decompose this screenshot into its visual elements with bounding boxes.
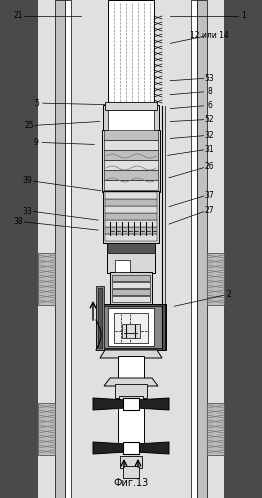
Text: 32: 32 (205, 131, 214, 140)
Bar (38, 0, 224, 498)
Bar (100, 306, 162, 348)
Bar (114, 313, 148, 343)
Bar (112, 289, 150, 295)
Bar (38, 253, 55, 305)
Text: 21: 21 (14, 11, 23, 20)
Bar (105, 192, 157, 199)
Bar (107, 243, 155, 253)
Text: 12 или 14: 12 или 14 (190, 31, 229, 40)
Bar (197, 0, 207, 498)
Bar (105, 199, 157, 206)
Text: 1: 1 (241, 11, 246, 20)
Polygon shape (136, 398, 169, 410)
Text: 8: 8 (207, 87, 212, 96)
Bar (104, 130, 158, 140)
Bar (112, 282, 150, 288)
Text: 26: 26 (205, 162, 214, 171)
Bar (118, 356, 144, 378)
Bar (123, 398, 139, 410)
Text: 31: 31 (205, 145, 214, 154)
Bar (107, 243, 155, 273)
Bar (104, 180, 158, 190)
Bar (122, 324, 140, 338)
Bar (105, 213, 157, 220)
Text: 6: 6 (207, 101, 212, 110)
Bar (55, 0, 65, 498)
Text: 2: 2 (227, 290, 232, 299)
Bar (96, 304, 166, 350)
Bar (103, 105, 159, 132)
Bar (123, 466, 139, 478)
Bar (112, 296, 150, 302)
Bar (123, 442, 139, 454)
Bar (118, 402, 144, 448)
Bar (98, 288, 102, 348)
Bar (112, 275, 150, 281)
Bar (104, 170, 158, 180)
Bar (104, 160, 158, 170)
Text: 33: 33 (23, 207, 33, 216)
Text: 52: 52 (205, 115, 214, 124)
Bar (0, 0, 38, 498)
Bar (105, 227, 157, 234)
Polygon shape (136, 442, 169, 454)
Bar (108, 0, 154, 106)
Bar (207, 403, 224, 455)
Text: 39: 39 (23, 176, 33, 185)
Bar (108, 308, 154, 346)
Bar (105, 220, 157, 227)
Polygon shape (93, 398, 126, 410)
Polygon shape (93, 442, 126, 454)
Bar (104, 140, 158, 150)
Bar (120, 456, 142, 468)
Bar (224, 0, 262, 498)
Polygon shape (104, 378, 158, 386)
Text: 9: 9 (34, 138, 39, 147)
Bar (102, 130, 160, 192)
Text: 5: 5 (34, 99, 39, 108)
Bar (65, 0, 71, 498)
Bar (105, 234, 157, 241)
Bar (110, 272, 152, 306)
Polygon shape (100, 350, 162, 358)
Text: 27: 27 (205, 206, 214, 215)
Bar (96, 286, 104, 350)
Bar (207, 253, 224, 305)
Text: 38: 38 (14, 217, 23, 226)
Text: 37: 37 (205, 191, 215, 200)
Text: Фиг.13: Фиг.13 (113, 478, 149, 488)
Bar (191, 0, 197, 498)
Text: 53: 53 (205, 74, 215, 83)
Bar (115, 260, 130, 272)
Bar (38, 403, 55, 455)
Bar (105, 206, 157, 213)
Text: 25: 25 (24, 121, 34, 130)
Bar (119, 396, 143, 404)
Bar (105, 102, 157, 110)
Bar (103, 191, 159, 243)
Bar (108, 105, 154, 132)
Bar (104, 150, 158, 160)
Bar (115, 384, 147, 398)
